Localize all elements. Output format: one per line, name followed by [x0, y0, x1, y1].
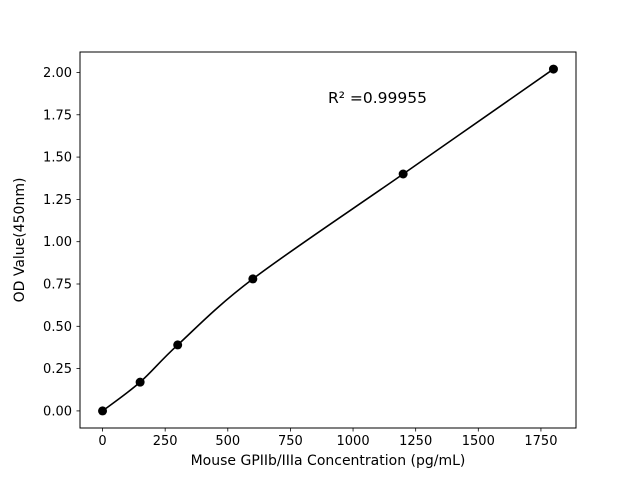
data-point — [548, 64, 558, 74]
x-tick-label: 250 — [153, 434, 178, 449]
y-tick-label: 0.00 — [43, 404, 72, 419]
data-point — [398, 169, 408, 179]
y-tick-label: 0.25 — [43, 362, 72, 377]
x-axis-label: Mouse GPIIb/IIIa Concentration (pg/mL) — [191, 453, 466, 469]
y-tick-label: 1.75 — [43, 108, 72, 123]
y-tick-label: 2.00 — [43, 66, 72, 81]
data-point — [173, 340, 183, 350]
data-point — [135, 377, 145, 387]
x-tick-label: 1750 — [524, 434, 557, 449]
y-tick-label: 1.25 — [43, 193, 72, 208]
r-squared-annotation: R² =0.99955 — [328, 89, 427, 107]
x-tick-label: 500 — [215, 434, 240, 449]
x-tick-label: 0 — [98, 434, 106, 449]
y-tick-label: 1.00 — [43, 235, 72, 250]
data-point — [98, 406, 108, 416]
x-tick-label: 750 — [278, 434, 303, 449]
x-tick-label: 1250 — [399, 434, 432, 449]
data-point — [248, 274, 258, 284]
x-tick-label: 1000 — [337, 434, 370, 449]
y-tick-label: 1.50 — [43, 151, 72, 166]
y-tick-label: 0.50 — [43, 320, 72, 335]
plot-border — [79, 51, 577, 429]
x-tick-label: 1500 — [462, 434, 495, 449]
y-tick-label: 0.75 — [43, 277, 72, 292]
y-axis-label: OD Value(450nm) — [12, 178, 28, 303]
